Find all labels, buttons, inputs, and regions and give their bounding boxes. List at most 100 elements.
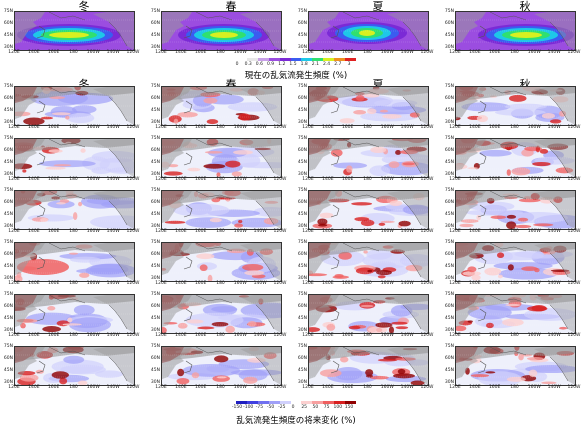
latitude-label: 60N xyxy=(3,356,13,361)
longitude-label: 180 xyxy=(69,177,78,182)
longitude-label: 180 xyxy=(69,50,78,55)
longitude-label: 140E xyxy=(469,229,481,234)
longitude-label: 140E xyxy=(322,177,334,182)
colorbar-segment xyxy=(323,401,335,404)
longitude-label: 180 xyxy=(363,281,372,286)
longitude-label: 140W xyxy=(106,281,120,286)
longitude-label: 140E xyxy=(322,125,334,130)
latitude-label: 60N xyxy=(444,304,454,309)
longitude-label: 160E xyxy=(341,333,354,338)
longitude-label: 140W xyxy=(253,50,267,55)
future-change-map xyxy=(161,138,282,178)
future-change-map xyxy=(161,346,282,386)
longitude-label: 140E xyxy=(28,229,40,234)
longitude-label: 120E xyxy=(449,229,461,234)
latitude-label: 60N xyxy=(150,356,160,361)
season-label: 夏 xyxy=(372,0,384,13)
longitude-label: 120W xyxy=(126,177,140,182)
latitude-label: 30N xyxy=(444,172,454,177)
colorbar-tick: 1.2 xyxy=(278,62,286,67)
colorbar-segment xyxy=(345,401,356,404)
future-change-map xyxy=(161,242,282,282)
latitude-label: 45N xyxy=(3,316,13,321)
latitude-label: 30N xyxy=(297,328,307,333)
colorbar-segment xyxy=(268,58,280,61)
longitude-label: 120E xyxy=(155,50,167,55)
latitude-label: 30N xyxy=(444,120,454,125)
latitude-label: 60N xyxy=(297,252,307,257)
latitude-label: 45N xyxy=(297,212,307,217)
colorbar-tick: 0 xyxy=(235,62,239,67)
latitude-label: 30N xyxy=(150,276,160,281)
longitude-label: 180 xyxy=(363,229,372,234)
longitude-label: 120E xyxy=(8,385,20,390)
latitude-label: 45N xyxy=(3,108,13,113)
longitude-label: 160W xyxy=(527,385,541,390)
latitude-label: 30N xyxy=(3,224,13,229)
longitude-label: 180 xyxy=(216,333,225,338)
longitude-label: 160E xyxy=(47,229,60,234)
latitude-label: 30N xyxy=(3,45,13,50)
longitude-label: 140W xyxy=(400,229,414,234)
longitude-label: 140W xyxy=(253,385,267,390)
latitude-label: 45N xyxy=(3,160,13,165)
latitude-label: 60N xyxy=(3,200,13,205)
colorbar-segment xyxy=(290,58,302,61)
longitude-label: 140E xyxy=(469,281,481,286)
longitude-label: 140E xyxy=(175,125,187,130)
latitude-label: 60N xyxy=(3,252,13,257)
latitude-label: 75N xyxy=(444,136,454,141)
longitude-label: 140E xyxy=(322,333,334,338)
colorbar-tick: -100 xyxy=(243,405,254,410)
longitude-label: 120E xyxy=(302,385,314,390)
longitude-label: 120W xyxy=(420,50,434,55)
longitude-label: 160E xyxy=(47,177,60,182)
longitude-label: 140E xyxy=(469,50,481,55)
longitude-label: 160W xyxy=(233,333,247,338)
longitude-label: 120W xyxy=(567,385,581,390)
latitude-label: 60N xyxy=(444,356,454,361)
future-change-map xyxy=(161,190,282,230)
map-canvas xyxy=(309,347,428,385)
longitude-label: 120W xyxy=(420,333,434,338)
longitude-label: 140W xyxy=(253,281,267,286)
longitude-label: 140W xyxy=(253,125,267,130)
longitude-label: 160E xyxy=(341,125,354,130)
future-change-map xyxy=(455,86,576,126)
latitude-label: 45N xyxy=(150,108,160,113)
latitude-label: 45N xyxy=(444,160,454,165)
longitude-label: 180 xyxy=(216,281,225,286)
latitude-label: 75N xyxy=(297,292,307,297)
longitude-label: 180 xyxy=(69,385,78,390)
latitude-label: 75N xyxy=(150,84,160,89)
latitude-label: 30N xyxy=(297,45,307,50)
longitude-label: 120W xyxy=(273,125,287,130)
colorbar-tick: -25 xyxy=(278,405,286,410)
latitude-label: 60N xyxy=(297,96,307,101)
longitude-label: 180 xyxy=(510,50,519,55)
longitude-label: 180 xyxy=(363,177,372,182)
latitude-label: 75N xyxy=(297,136,307,141)
season-label: 秋 xyxy=(519,0,531,13)
longitude-label: 120E xyxy=(449,125,461,130)
longitude-label: 140E xyxy=(469,333,481,338)
latitude-label: 30N xyxy=(150,328,160,333)
longitude-label: 160E xyxy=(194,177,207,182)
longitude-label: 120W xyxy=(420,125,434,130)
longitude-label: 120W xyxy=(126,229,140,234)
season-label: 冬 xyxy=(78,78,90,91)
colorbar-tick: -75 xyxy=(255,405,264,410)
colorbar-segment xyxy=(257,58,269,61)
longitude-label: 120E xyxy=(449,281,461,286)
latitude-label: 60N xyxy=(444,21,454,26)
longitude-label: 120E xyxy=(155,125,167,130)
map-canvas xyxy=(309,295,428,333)
longitude-label: 160W xyxy=(86,125,100,130)
future-change-map xyxy=(308,138,429,178)
longitude-label: 140W xyxy=(106,177,120,182)
map-canvas xyxy=(162,347,281,385)
latitude-label: 45N xyxy=(3,212,13,217)
latitude-label: 60N xyxy=(150,21,160,26)
longitude-label: 180 xyxy=(510,125,519,130)
longitude-label: 140E xyxy=(175,385,187,390)
